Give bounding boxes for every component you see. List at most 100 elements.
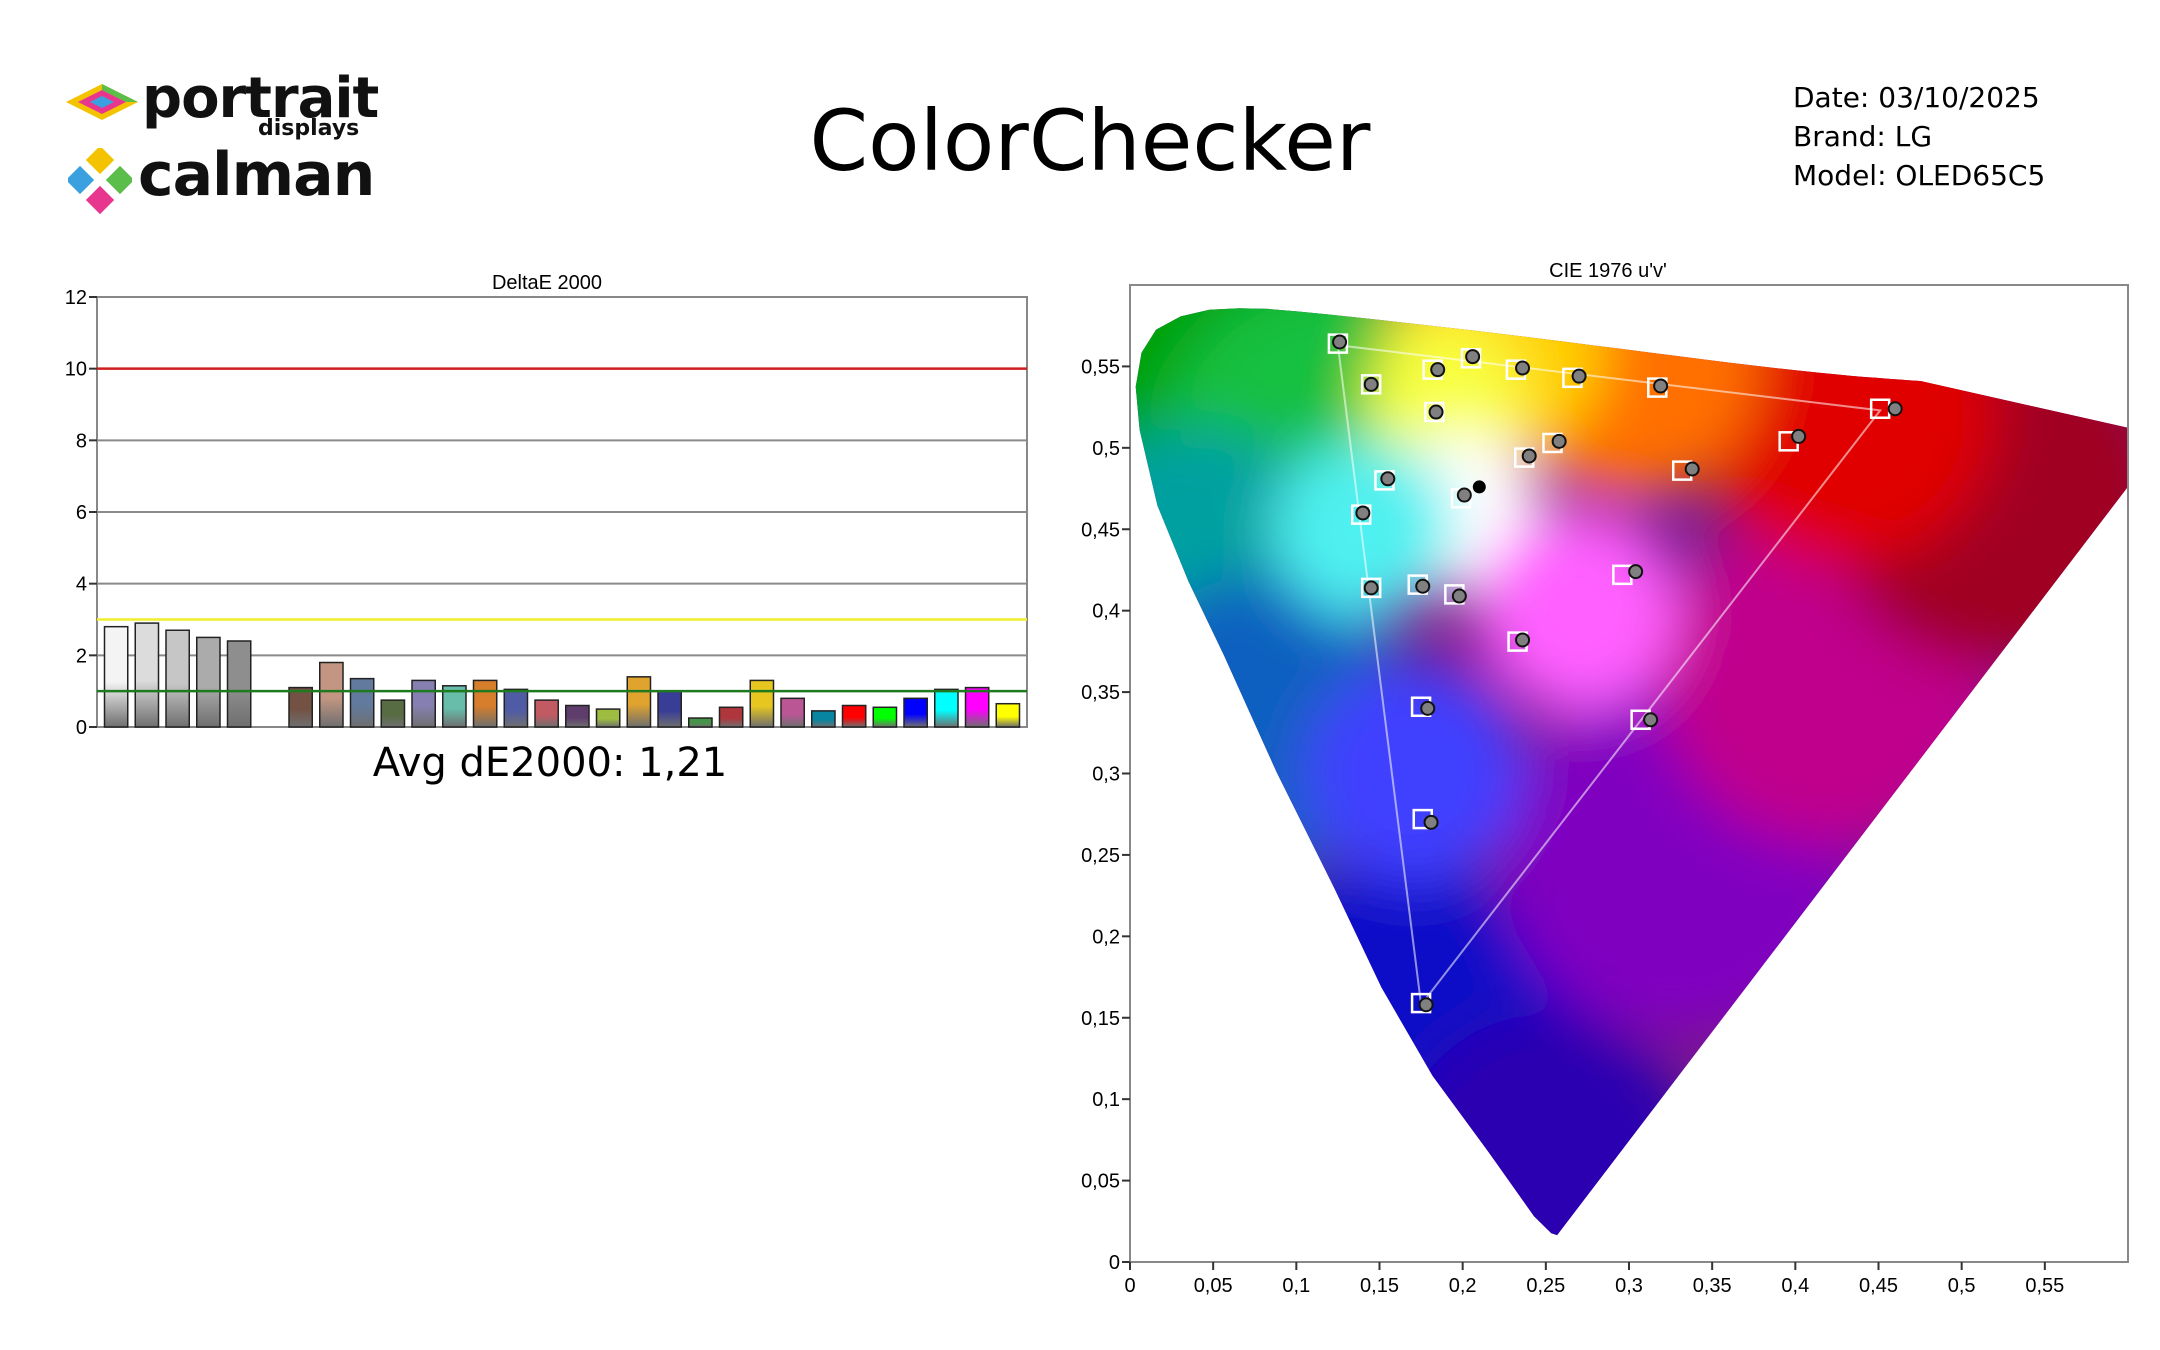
cie-measured-point <box>1380 471 1396 487</box>
cie-measured-point <box>1551 433 1567 449</box>
deltae-bar <box>534 699 559 728</box>
deltae-bar <box>288 686 313 728</box>
cie-measured-point <box>1332 334 1348 350</box>
cie-color-field <box>1395 1014 1696 1236</box>
deltae-bar <box>472 679 498 728</box>
deltae-bar <box>995 702 1021 728</box>
deltae-bar <box>811 710 836 728</box>
deltae-bar <box>411 679 436 728</box>
deltae-bar <box>226 640 252 728</box>
cie-x-tick-label: 0,5 <box>1948 1275 1976 1297</box>
deltae-bar <box>349 677 375 728</box>
cie-chart: CIE 1976 u'v' 0 0,05 0,1 0,15 0,2 0,25 0,3 0,35… <box>1081 260 2129 1297</box>
deltae-bar <box>595 708 621 728</box>
deltae-bar <box>872 706 898 728</box>
deltae-bar <box>103 625 129 728</box>
cie-x-tick-label: 0,3 <box>1615 1275 1643 1297</box>
cie-white-point <box>1472 480 1486 494</box>
cie-measured-point <box>1465 349 1481 365</box>
cie-y-tick-label: 0,2 <box>1092 926 1120 948</box>
cie-y-tick-label: 0,45 <box>1081 519 1120 541</box>
deltae-bar <box>196 636 221 728</box>
cie-measured-point <box>1628 564 1644 580</box>
cie-gamut-triangle <box>1336 344 1883 1008</box>
cie-measured-point <box>1791 428 1807 444</box>
cie-y-tick-label: 0 <box>1109 1252 1120 1274</box>
deltae-y-tick-label: 12 <box>65 287 87 309</box>
cie-y-tick-label: 0,35 <box>1081 682 1120 704</box>
page-title: ColorChecker <box>809 92 1371 190</box>
report-metadata: Date: 03/10/2025 Brand: LG Model: OLED65… <box>1793 78 2045 195</box>
cie-y-tick-label: 0,05 <box>1081 1171 1120 1193</box>
cie-y-tick-label: 0,5 <box>1092 438 1120 460</box>
deltae-bar <box>503 688 529 728</box>
cie-y-tick-label: 0,4 <box>1092 601 1120 623</box>
deltae-bar <box>319 661 344 728</box>
cie-measured-point <box>1415 578 1431 594</box>
deltae-bar <box>780 697 805 728</box>
deltae-bar <box>165 629 190 728</box>
cie-x-tick-label: 0,45 <box>1859 1275 1898 1297</box>
cie-y-tick-label: 0,15 <box>1081 1008 1120 1030</box>
cie-target-marker <box>1360 374 1382 395</box>
cie-measured-point <box>1653 378 1669 394</box>
cie-target-marker <box>1360 577 1382 599</box>
logo-block: portrait displays calman <box>66 66 386 218</box>
report-date: Date: 03/10/2025 <box>1793 81 2040 114</box>
cie-measured-point <box>1643 712 1659 728</box>
deltae-bar <box>380 699 406 728</box>
cie-measured-point <box>1363 376 1379 392</box>
cie-measured-point <box>1418 997 1434 1013</box>
cie-measured-point <box>1515 360 1531 376</box>
avg-de-summary: Avg dE2000: 1,21 <box>372 740 728 786</box>
deltae-bar <box>749 679 775 728</box>
cie-measured-point <box>1420 700 1436 716</box>
cie-x-tick-label: 0,1 <box>1282 1275 1310 1297</box>
portrait-wordmark: portrait <box>142 66 379 131</box>
deltae-bar <box>442 685 467 728</box>
deltae-bar <box>688 717 713 728</box>
deltae-y-tick-label: 4 <box>76 574 87 596</box>
deltae-bar <box>964 686 990 728</box>
cie-y-tick-label: 0,1 <box>1092 1089 1120 1111</box>
deltae-y-tick-label: 2 <box>76 645 87 667</box>
deltae-bar <box>718 706 744 728</box>
cie-measured-point <box>1363 580 1379 596</box>
report-brand: Brand: LG <box>1793 120 1933 153</box>
cie-target-marker <box>1350 504 1372 525</box>
cie-measured-point <box>1521 448 1537 464</box>
cie-y-tick-label: 0,55 <box>1081 356 1120 378</box>
cie-x-tick-label: 0,05 <box>1194 1275 1233 1297</box>
cie-x-tick-label: 0,4 <box>1781 1275 1809 1297</box>
cie-measured-point <box>1456 487 1472 503</box>
deltae-y-tick-label: 0 <box>76 717 87 735</box>
report-model: Model: OLED65C5 <box>1793 159 2046 192</box>
cie-x-tick-label: 0,35 <box>1693 1275 1732 1297</box>
cie-x-tick-label: 0,25 <box>1526 1275 1565 1297</box>
cie-target-marker <box>1327 333 1349 354</box>
deltae-bar <box>657 690 682 728</box>
cie-measured-point <box>1684 461 1700 477</box>
deltae-chart: DeltaE 2000 0 2 4 6 8 10 12 <box>65 272 1028 735</box>
cie-color-field <box>1302 663 1523 884</box>
deltae-chart-title: DeltaE 2000 <box>492 272 602 294</box>
deltae-bar <box>934 688 959 728</box>
cie-measured-point <box>1355 505 1371 521</box>
cie-measured-point <box>1451 588 1467 604</box>
deltae-bar <box>841 704 867 728</box>
cie-x-tick-label: 0,15 <box>1360 1275 1399 1297</box>
cie-chart-title: CIE 1976 u'v' <box>1549 260 1667 282</box>
portrait-wordmark-sub: displays <box>258 116 360 141</box>
cie-color-field <box>1479 510 1680 711</box>
cie-measured-point <box>1423 814 1439 830</box>
deltae-bar <box>626 676 652 728</box>
cie-x-tick-label: 0,55 <box>2025 1275 2064 1297</box>
deltae-y-tick-label: 8 <box>76 430 87 452</box>
cie-x-tick-label: 0,2 <box>1449 1275 1477 1297</box>
cie-measured-point <box>1515 632 1531 648</box>
deltae-y-tick-label: 10 <box>65 359 87 381</box>
calman-logo-mark <box>68 148 132 214</box>
cie-y-tick-label: 0,3 <box>1092 764 1120 786</box>
deltae-bar <box>565 704 590 728</box>
cie-measured-point <box>1428 404 1444 420</box>
